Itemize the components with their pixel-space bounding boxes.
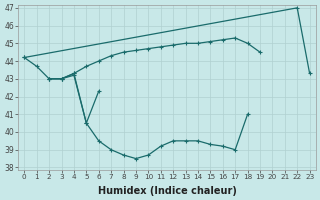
X-axis label: Humidex (Indice chaleur): Humidex (Indice chaleur) [98, 186, 236, 196]
